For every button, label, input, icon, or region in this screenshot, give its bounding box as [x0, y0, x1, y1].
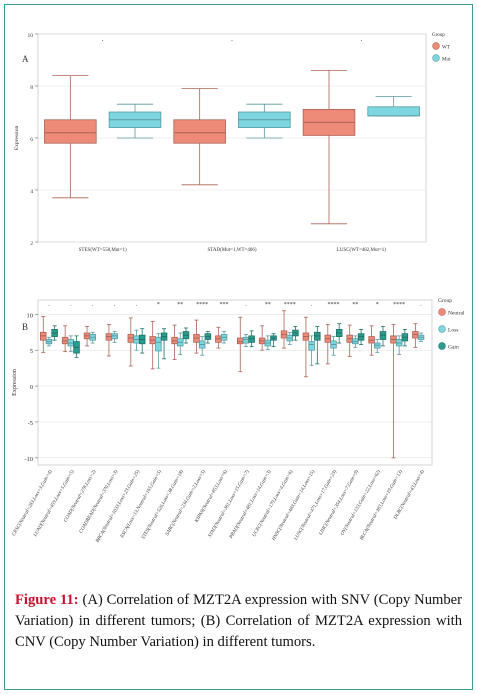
- chart-a-y-tick-label: 4: [30, 189, 33, 195]
- chart-a-legend-swatch: [432, 54, 440, 62]
- chart-b-significance-label: ****: [393, 302, 405, 308]
- chart-b-category-label: PRAD(Neutral=481,Loss=14,Gain=3): [229, 469, 273, 540]
- chart-b-y-tick-label: -5: [28, 420, 33, 427]
- chart-b-box: [242, 336, 250, 344]
- chart-a-y-tick-label: 8: [30, 85, 33, 91]
- chart-b-category-label: HNSC(Neutral=483,Gain=14,Loss=15): [271, 469, 316, 543]
- chart-b-category-label: ESCA(Loss=13,Neutral=165,Gain=5): [120, 469, 164, 540]
- chart-b-significance-label: ****: [196, 302, 208, 308]
- chart-b-significance-label: .: [136, 302, 138, 308]
- chart-a-legend-label: WT: [442, 46, 450, 51]
- chart-a-y-tick-label: 2: [30, 241, 33, 247]
- chart-b-category-label: LUAD(Neutral=459,Loss=5,Gain=5): [33, 469, 76, 538]
- chart-a-legend-swatch: [432, 42, 440, 50]
- chart-b-significance-label: .: [114, 302, 116, 308]
- panel-b-label: B: [22, 322, 28, 332]
- caption-prefix: Figure 11:: [15, 592, 79, 608]
- chart-b-y-tick-label: 5: [30, 348, 33, 355]
- chart-b-significance-label: ****: [284, 302, 296, 308]
- chart-b-category-label: CESC(Neutral=283,Loss=3,Gain=4): [12, 469, 54, 537]
- chart-a-category-label: STES(WT=558,Mut=1): [79, 248, 127, 253]
- chart-b-box: [308, 341, 315, 351]
- chart-a-box: [173, 119, 226, 144]
- chart-b-category-label: SARC(Neutral=234,Gain=2,Loss=5): [165, 469, 207, 537]
- chart-b-significance-label: .: [92, 302, 94, 308]
- chart-b-category-label: LUSC(Neutral=471,Loss=17,Gain=23): [293, 469, 338, 542]
- chart-b-legend-swatch: [438, 342, 446, 350]
- chart-b-legend-label: Gain: [448, 345, 459, 351]
- chart-b-category-label: COADREAD(Neutral=370,Loss=3): [79, 469, 120, 534]
- chart-b-box: [155, 336, 162, 352]
- chart-b-category-label: UCEC(Neutral=179,Loss=4,Gain=6): [252, 469, 295, 538]
- chart-b-category-label: LIHC(Neutral=354,Loss=7,Gain=9): [318, 469, 360, 537]
- chart-b-legend-label: Neutral: [448, 311, 465, 317]
- chart-a-box: [367, 106, 420, 117]
- chart-b-y-tick-label: 0: [30, 384, 33, 391]
- caption-text: (A) Correlation of MZT2A expression with…: [15, 592, 462, 650]
- chart-b-legend-title: Group: [438, 298, 452, 304]
- chart-b-plot-area: [37, 299, 433, 466]
- chart-a-significance-label: .: [231, 35, 233, 43]
- chart-b-legend-swatch: [438, 325, 446, 333]
- chart-b-legend-swatch: [438, 308, 446, 316]
- chart-b-significance-label: **: [265, 302, 271, 308]
- chart-b-significance-label: .: [245, 302, 247, 308]
- chart-b: B -10 -5 0 5 10 Expression. CESC(Neutral=283,L…: [12, 298, 465, 544]
- chart-a-y-tick-label: 6: [30, 137, 33, 143]
- chart-b-category-label: BLCA(Neutral=383,Loss=19,Gain=13): [359, 469, 404, 541]
- chart-a-y-tick-label: 10: [28, 33, 34, 39]
- chart-b-category-label: OV(Neutral=133,Gain=22,Loss=62): [340, 469, 382, 536]
- chart-b-significance-label: **: [177, 302, 183, 308]
- chart-b-significance-label: .: [311, 302, 313, 308]
- chart-b-category-label: STES(Neutral=526,Loss=38,Gain=18): [141, 469, 185, 540]
- chart-a-legend-label: Mut: [442, 58, 451, 63]
- chart-b-significance-label: ***: [220, 302, 229, 308]
- chart-b-significance-label: .: [70, 302, 72, 308]
- chart-b-significance-label: **: [352, 302, 358, 308]
- chart-b-y-tick-label: 10: [27, 312, 34, 319]
- chart-a: A 2 4 6 8 10 Expression. STES(WT=558,Mut=1). ST…: [14, 33, 451, 253]
- chart-b-category-label: STAD(Neutral=361,Loss=15,Gain=7): [208, 469, 251, 538]
- chart-b-significance-label: .: [420, 302, 422, 308]
- chart-b-significance-label: ****: [328, 302, 340, 308]
- chart-b-y-axis-label: Expression: [12, 369, 18, 396]
- chart-b-legend-label: Loss: [448, 328, 458, 334]
- chart-a-box: [44, 119, 97, 144]
- chart-a-y-axis-label: Expression: [14, 126, 20, 151]
- chart-b-significance-label: *: [376, 302, 379, 308]
- chart-b-significance-label: *: [157, 302, 160, 308]
- chart-b-y-tick-label: -10: [24, 456, 33, 463]
- figure-caption: Figure 11: (A) Correlation of MZT2A expr…: [15, 590, 462, 653]
- chart-b-category-label: BRCA(Neutral=1033,Loss=23,Gain=25): [95, 469, 141, 544]
- chart-b-significance-label: .: [48, 302, 50, 308]
- chart-a-category-label: LUSC(WT=482,Mut=1): [337, 248, 386, 253]
- chart-a-significance-label: .: [360, 35, 362, 43]
- chart-a-significance-label: .: [102, 35, 104, 43]
- panel-a-label: A: [22, 54, 29, 64]
- chart-b-box: [237, 337, 244, 345]
- chart-a-legend-title: Group: [432, 33, 445, 38]
- chart-a-category-label: STAD(Mut=1,WT=406): [208, 248, 257, 253]
